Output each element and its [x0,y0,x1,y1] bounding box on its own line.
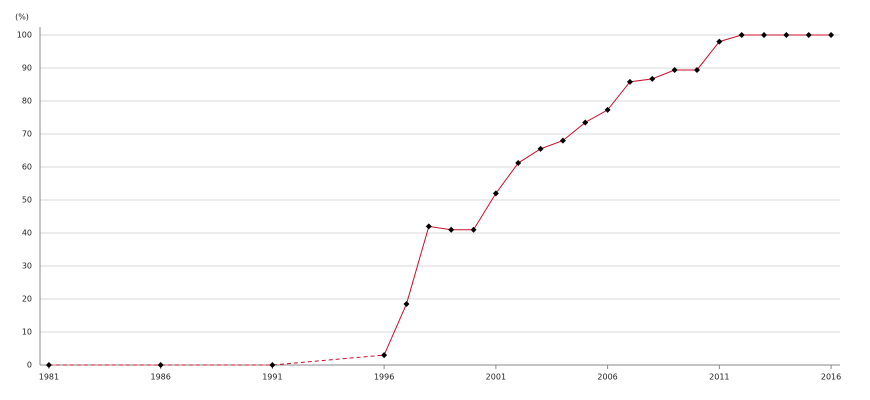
y-tick-label: 90 [22,64,32,73]
point-marker [649,75,656,82]
line-dashed [48,354,385,366]
y-tick-label: 70 [22,130,32,139]
line [383,34,832,356]
x-tick-label: 1986 [150,373,170,382]
point-marker [626,78,633,85]
point-marker [425,223,432,230]
point-marker [45,362,52,368]
point-marker [448,226,455,233]
point-marker [537,145,544,152]
y-tick-label: 60 [22,163,32,172]
y-tick-label: 80 [22,97,32,106]
x-tick-label: 1996 [374,373,394,382]
x-tick-label: 1981 [39,373,59,382]
point-marker [515,160,522,167]
y-tick-label: 100 [17,31,32,40]
point-marker [604,106,611,113]
point-marker [761,32,768,38]
point-marker [783,32,790,38]
point-marker [157,362,164,368]
point-marker [738,32,745,38]
point-marker [805,32,812,38]
point-marker [492,190,499,197]
point-marker [693,66,700,73]
point-marker [828,32,835,38]
point-marker [671,66,678,73]
x-tick-label: 2016 [821,373,841,382]
point-marker [381,352,388,359]
point-marker [582,119,589,126]
y-tick-label: 10 [22,328,32,337]
y-tick-label: 40 [22,229,32,238]
x-tick-label: 2001 [486,373,506,382]
y-tick-label: 30 [22,262,32,271]
x-tick-label: 2006 [597,373,617,382]
point-marker [470,226,477,233]
x-tick-label: 2011 [709,373,729,382]
y-tick-label: 0 [27,361,32,370]
point-marker [269,362,276,368]
point-marker [403,300,410,307]
point-marker [559,137,566,144]
y-tick-label: 50 [22,196,32,205]
x-tick-label: 1991 [262,373,282,382]
point-marker [716,38,723,45]
y-tick-label: 20 [22,295,32,304]
y-axis-label: (%) [15,13,29,22]
